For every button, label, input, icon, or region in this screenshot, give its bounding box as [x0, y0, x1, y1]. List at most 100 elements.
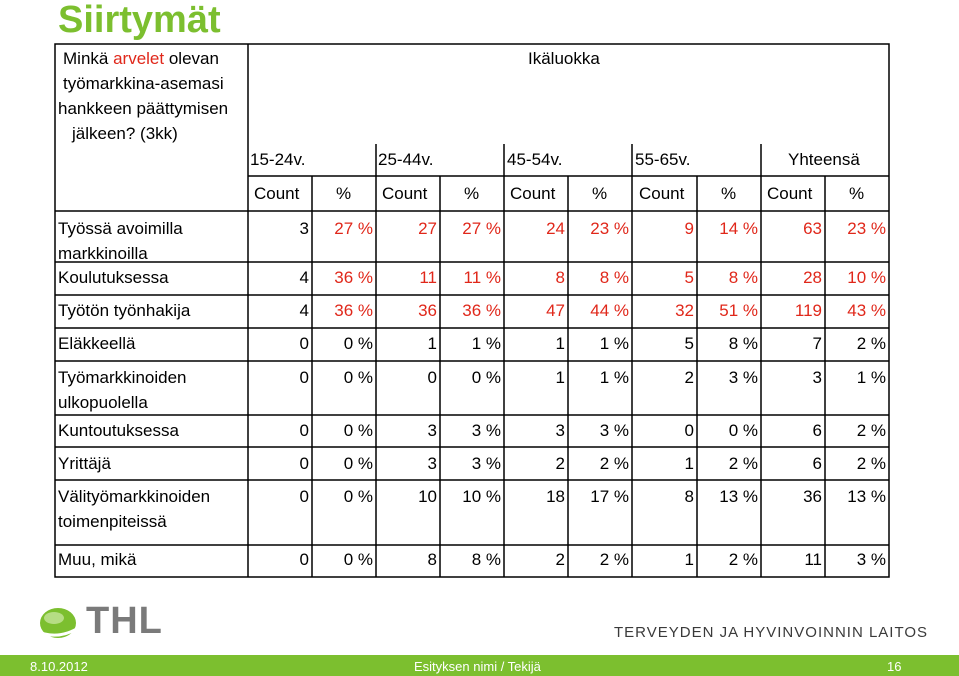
row-label: Eläkkeellä	[58, 334, 136, 353]
table-cell: 0 %	[343, 487, 373, 506]
question-line-2: työmarkkina-asemasi	[63, 74, 224, 93]
table-cell: 10 %	[847, 268, 886, 287]
table-cell: 2 %	[856, 421, 886, 440]
table-cell: 2	[555, 454, 565, 473]
table-cell: 0	[684, 421, 694, 440]
question-line-3: hankkeen päättymisen	[58, 99, 229, 118]
table-cell: 14 %	[719, 219, 758, 238]
table-cell: 3	[427, 454, 437, 473]
table-cell: 3	[299, 219, 309, 238]
table-cell: 0	[299, 487, 309, 506]
organization-name: TERVEYDEN JA HYVINVOINNIN LAITOS	[614, 624, 929, 641]
table-cell: 47	[546, 301, 565, 320]
table-cell: 1 %	[599, 368, 629, 387]
column-header: Count	[767, 184, 813, 203]
table-cell: 1 %	[856, 368, 886, 387]
row-label: Yrittäjä	[58, 454, 111, 473]
table-cell: 1	[684, 550, 694, 569]
table-cell: 8 %	[471, 550, 501, 569]
table-cell: 7	[812, 334, 822, 353]
table-cell: 3	[812, 368, 822, 387]
table-cell: 11	[804, 550, 822, 569]
column-header: %	[336, 184, 352, 203]
table-cell: 0 %	[343, 421, 373, 440]
table-cell: 1	[555, 368, 565, 387]
table-cell: 1	[555, 334, 565, 353]
column-header: %	[464, 184, 480, 203]
row-label: Työtön työnhakija	[58, 301, 191, 320]
table-cell: 0	[299, 454, 309, 473]
table-cell: 24	[546, 219, 565, 238]
table-cell: 13 %	[847, 487, 886, 506]
footer-bar: 8.10.2012 Esityksen nimi / Tekijä 16	[0, 655, 959, 676]
table-cell: 1	[427, 334, 437, 353]
column-header: Count	[510, 184, 556, 203]
group-header: Ikäluokka	[528, 49, 600, 68]
age-group-header: 45-54v.	[507, 150, 563, 169]
table-cell: 27	[418, 219, 437, 238]
table-cell: 36	[418, 301, 437, 320]
table-cell: 0 %	[471, 368, 501, 387]
table-cell: 27 %	[334, 219, 373, 238]
table-cell: 0	[299, 550, 309, 569]
footer-page-number: 16	[887, 659, 902, 674]
table-cell: 4	[299, 268, 309, 287]
row-label: markkinoilla	[58, 244, 148, 263]
row-label: toimenpiteissä	[58, 512, 167, 531]
table-cell: 1 %	[471, 334, 501, 353]
question-line-1: Minkä arvelet olevan	[63, 49, 219, 68]
table-cell: 10	[418, 487, 437, 506]
table-cell: 1 %	[599, 334, 629, 353]
table-cell: 2 %	[728, 550, 758, 569]
row-label: Välityömarkkinoiden	[58, 487, 211, 506]
table-cell: 18	[546, 487, 565, 506]
table-cell: 0	[427, 368, 437, 387]
table-cell: 28	[803, 268, 822, 287]
table-cell: 2 %	[856, 454, 886, 473]
row-label: Työssä avoimilla	[58, 219, 183, 238]
table-cell: 10 %	[462, 487, 501, 506]
table-cell: 0	[299, 368, 309, 387]
table-cell: 8	[555, 268, 565, 287]
table-cell: 17 %	[590, 487, 629, 506]
table-cell: 1	[684, 454, 694, 473]
table-cell: 3 %	[471, 421, 501, 440]
table-cell: 0 %	[343, 454, 373, 473]
table-cell: 0	[299, 421, 309, 440]
table-cell: 27 %	[462, 219, 501, 238]
table-cell: 43 %	[847, 301, 886, 320]
table-cell: 2 %	[856, 334, 886, 353]
table-cell: 2 %	[728, 454, 758, 473]
column-header: %	[721, 184, 737, 203]
table-cell: 3 %	[599, 421, 629, 440]
column-header: %	[849, 184, 865, 203]
age-group-header: 15-24v.	[250, 150, 306, 169]
column-header: Count	[382, 184, 428, 203]
table-cell: 0 %	[343, 368, 373, 387]
table-cell: 23 %	[590, 219, 629, 238]
table-cell: 3	[555, 421, 565, 440]
row-label: Koulutuksessa	[58, 268, 169, 287]
row-label: Työmarkkinoiden	[58, 368, 187, 387]
table-cell: 32	[675, 301, 694, 320]
table-cell: 36 %	[462, 301, 501, 320]
table-cell: 8 %	[728, 268, 758, 287]
table-cell: 0 %	[343, 550, 373, 569]
question-line-4: jälkeen? (3kk)	[72, 124, 178, 143]
table-cell: 6	[812, 454, 822, 473]
table-cell: 36 %	[334, 301, 373, 320]
column-header: Count	[639, 184, 685, 203]
age-group-header: Yhteensä	[788, 150, 860, 169]
table-cell: 11	[419, 268, 437, 287]
table-cell: 3 %	[471, 454, 501, 473]
table-cell: 0 %	[728, 421, 758, 440]
table-cell: 2	[555, 550, 565, 569]
table-cell: 0	[299, 334, 309, 353]
slide-title: Siirtymät	[58, 0, 221, 41]
table-cell: 8	[684, 487, 694, 506]
table-cell: 2 %	[599, 550, 629, 569]
table-cell: 8 %	[599, 268, 629, 287]
age-group-header: 25-44v.	[378, 150, 434, 169]
table-cell: 3	[427, 421, 437, 440]
